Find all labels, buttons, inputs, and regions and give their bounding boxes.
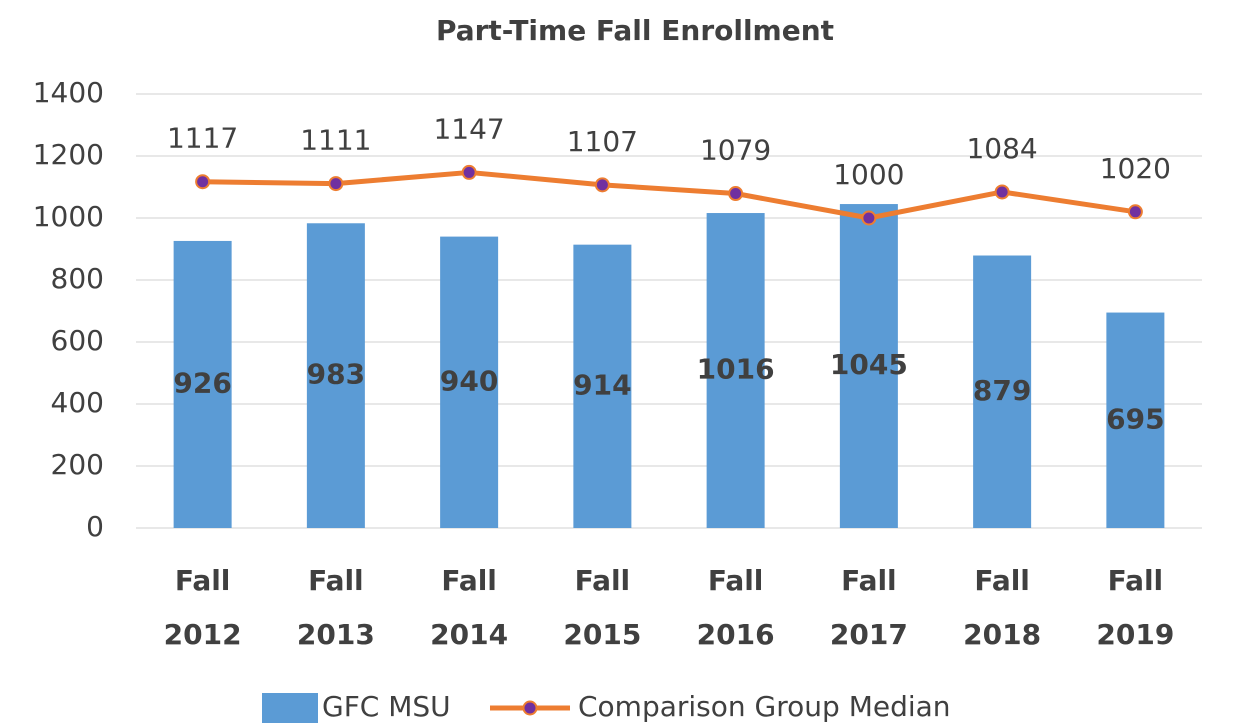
x-tick-label: Fall 2019 <box>1096 564 1174 651</box>
bar <box>1106 312 1165 528</box>
line-marker <box>728 186 744 202</box>
x-tick-label: Fall 2018 <box>963 564 1041 651</box>
bar <box>173 240 232 528</box>
bar <box>306 223 365 528</box>
line-marker <box>594 177 610 193</box>
bar-value-label: 695 <box>1106 402 1164 435</box>
line-value-label: 1020 <box>1100 152 1171 185</box>
bar-value-label: 983 <box>307 358 365 391</box>
chart-title: Part-Time Fall Enrollment <box>436 14 834 47</box>
line-marker <box>461 164 477 180</box>
x-tick-label: Fall 2012 <box>164 564 242 651</box>
y-tick-label: 1400 <box>33 76 104 109</box>
line-value-label: 1111 <box>300 124 371 157</box>
line-marker <box>1127 204 1143 220</box>
y-tick-label: 600 <box>51 324 104 357</box>
legend-marker <box>522 700 538 716</box>
legend-swatch <box>262 693 318 723</box>
y-tick-label: 200 <box>51 448 104 481</box>
bar-value-label: 1016 <box>697 353 775 386</box>
bar-value-label: 1045 <box>830 348 908 381</box>
line-value-label: 1117 <box>167 122 238 155</box>
bar <box>839 204 898 529</box>
y-tick-label: 400 <box>51 386 104 419</box>
line-value-label: 1107 <box>567 125 638 158</box>
bar-value-label: 879 <box>973 374 1031 407</box>
line-marker <box>861 210 877 226</box>
line-value-label: 1079 <box>700 134 771 167</box>
legend-label: Comparison Group Median <box>578 690 951 723</box>
line-marker <box>195 174 211 190</box>
x-tick-label: Fall 2016 <box>697 564 775 651</box>
y-tick-label: 800 <box>51 262 104 295</box>
x-tick-label: Fall 2014 <box>430 564 508 651</box>
x-tick-label: Fall 2015 <box>563 564 641 651</box>
bar <box>973 255 1032 528</box>
bar <box>440 236 499 528</box>
bar-value-label: 914 <box>573 368 631 401</box>
line-value-label: 1084 <box>966 132 1037 165</box>
bar-value-label: 940 <box>440 364 498 397</box>
bar-value-label: 926 <box>173 366 231 399</box>
legend-label: GFC MSU <box>322 690 451 723</box>
y-tick-label: 0 <box>86 510 104 543</box>
y-tick-label: 1000 <box>33 200 104 233</box>
x-tick-label: Fall 2017 <box>830 564 908 651</box>
bar <box>706 213 765 529</box>
y-tick-label: 1200 <box>33 138 104 171</box>
line-marker <box>994 184 1010 200</box>
bar <box>573 244 632 528</box>
line-value-label: 1000 <box>833 158 904 191</box>
line-value-label: 1147 <box>433 112 504 145</box>
line <box>202 169 1136 221</box>
line-marker <box>328 176 344 192</box>
x-tick-label: Fall 2013 <box>297 564 375 651</box>
